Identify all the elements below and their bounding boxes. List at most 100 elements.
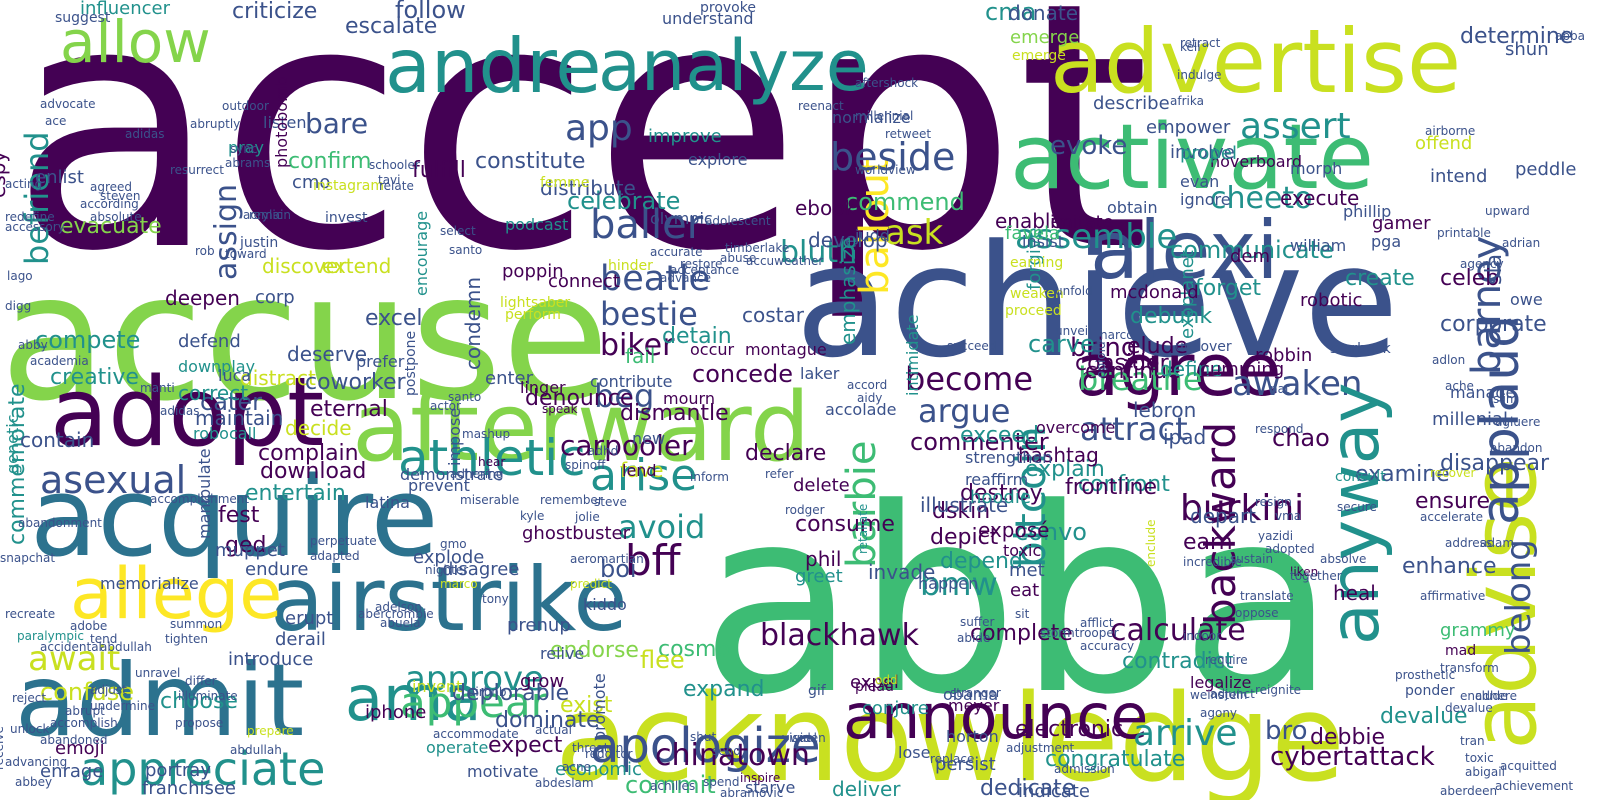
word-judd: judd — [854, 226, 890, 245]
word-select: select — [440, 224, 476, 238]
word-endorse: endorse — [550, 638, 639, 663]
word-retaliate: retaliate — [856, 504, 870, 554]
word-involve: involve — [1170, 142, 1235, 163]
word-achilles: achilles — [650, 779, 695, 793]
word-contribute: contribute — [590, 372, 672, 391]
word-together: together — [1290, 569, 1342, 583]
word-affirmative: affirmative — [1420, 589, 1485, 603]
word-pray: pray — [228, 138, 264, 157]
word-adopt: adopt — [50, 358, 324, 468]
word-millennial: millennial — [855, 109, 913, 123]
word-narco: narco — [1100, 328, 1134, 342]
word-memorialize: memorialize — [100, 574, 199, 593]
word-sit: sit — [1015, 607, 1030, 621]
word-admit: admit — [15, 642, 304, 759]
word-keli: keli — [1180, 40, 1201, 54]
word-commend: commend — [845, 188, 965, 216]
word-abdeslam: abdeslam — [535, 776, 594, 790]
word-admission: admission — [1054, 762, 1115, 776]
word-adidas: adidas — [160, 404, 200, 418]
word-tend: tend — [90, 632, 117, 646]
word-emoji: emoji — [55, 738, 105, 759]
word-exceed: exceed — [960, 423, 1039, 448]
word-jolie: jolie — [574, 510, 600, 524]
word-electronic: electronic — [1015, 717, 1123, 742]
word-consider: consider — [1075, 351, 1170, 376]
word-examine: examine — [1355, 462, 1450, 487]
word-sync: sync — [230, 142, 258, 156]
word-indicate: indicate — [1018, 781, 1090, 800]
word-chao: chao — [1272, 424, 1330, 452]
word-rob: rob — [195, 244, 215, 258]
word-earn: earn — [1183, 530, 1233, 555]
word-tony: tony — [482, 592, 509, 606]
word-linger: linger — [520, 378, 566, 397]
word-emerge: emerge — [1012, 48, 1066, 64]
word-empower: empower — [1146, 117, 1231, 138]
word-donate: donate — [1008, 1, 1078, 25]
word-fest: fest — [218, 503, 260, 528]
word-adjust: adjust — [90, 683, 127, 697]
word-propose: propose — [175, 716, 223, 730]
word-economic: economic — [555, 759, 642, 780]
word-manipulate: manipulate — [195, 448, 214, 539]
word-hoodie: hoodie — [970, 487, 1031, 508]
word-inspire: inspire — [740, 771, 780, 785]
word-consume: consume — [795, 512, 895, 537]
word-bailout: bailout — [852, 157, 898, 295]
word-speak: speak — [542, 402, 578, 416]
word-delete: delete — [793, 475, 850, 496]
word-timberlake: timberlake — [725, 241, 789, 255]
word-heal: heal — [1333, 581, 1376, 605]
word-rodger: rodger — [785, 503, 825, 517]
word-threaten: threaten — [572, 741, 623, 755]
word-accomplish: accomplish — [50, 716, 118, 730]
word-require: require — [1205, 653, 1248, 667]
word-ama: ama — [345, 662, 481, 735]
word-abdullah: abdullah — [230, 743, 282, 757]
word-achieve: achieve — [795, 211, 1399, 392]
word-adhering: adhering — [450, 467, 503, 481]
word-uncover: uncover — [1175, 339, 1232, 355]
word-depart: depart — [1190, 504, 1256, 528]
word-overcome: overcome — [1036, 418, 1115, 437]
word-agiuere: agiuere — [1495, 415, 1540, 429]
word-evoke: evoke — [1050, 131, 1127, 161]
word-correct: correct — [178, 381, 248, 405]
word-evan: evan — [1180, 172, 1219, 191]
word-postpone: postpone — [403, 331, 419, 396]
word-resign: resign — [1255, 495, 1292, 509]
word-prefer: prefer — [356, 352, 405, 371]
word-determine: determine — [1460, 24, 1573, 49]
word-toxic: toxic — [1003, 541, 1041, 560]
word-encourage: encourage — [412, 211, 431, 296]
word-cmo: cmo — [292, 172, 330, 193]
word-stranger: stranger — [950, 686, 1001, 700]
word-intend: intend — [1430, 166, 1487, 187]
word-belong: belong — [1499, 539, 1539, 655]
word-discover: discover — [262, 254, 347, 278]
word-expand: expand — [683, 677, 765, 702]
word-olympic: olympic — [650, 209, 713, 228]
word-bluth: bluth — [780, 235, 857, 270]
word-fave: fave — [620, 458, 663, 482]
word-provoke: provoke — [700, 0, 756, 16]
word-corp: corp — [255, 287, 295, 308]
word-santo: santo — [448, 390, 481, 404]
word-explode: explode — [413, 547, 484, 568]
word-abigail: abigail — [1465, 765, 1505, 779]
word-deliver: deliver — [832, 777, 901, 800]
word-describe: describe — [1093, 93, 1170, 114]
word-retract: retract — [1180, 36, 1221, 50]
word-lend: lend — [622, 461, 657, 480]
word-strengthen: strengthen — [965, 448, 1052, 467]
word-imitate: imitate — [1050, 212, 1114, 233]
word-unfold: unfold — [1055, 284, 1093, 298]
word-snapchat: snapchat — [0, 551, 55, 565]
word-shut: shut — [690, 730, 716, 744]
word-abercrombie: abercrombie — [358, 607, 434, 621]
word-airstrike: airstrike — [270, 548, 628, 651]
word-create: create — [1345, 266, 1415, 291]
word-elude: elude — [1127, 334, 1188, 359]
